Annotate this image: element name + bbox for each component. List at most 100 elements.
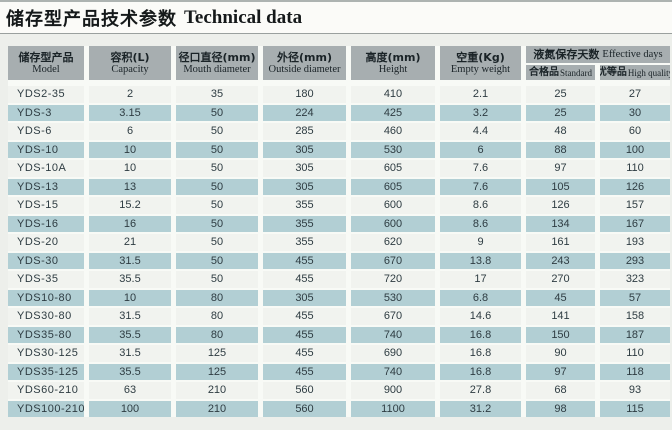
cell-capacity: 13: [89, 178, 171, 195]
cell-empty-weight: 13.8: [440, 252, 521, 269]
cell-high-quality-days: 110: [600, 160, 670, 177]
cell-standard-days: 97: [526, 160, 595, 177]
table-row: YDS35-125 35.5 125 455 740 16.8 97 118: [8, 363, 670, 380]
cell-height: 600: [351, 197, 435, 214]
cell-height: 740: [351, 326, 435, 343]
cell-high-quality-days: 323: [600, 271, 670, 288]
cell-model: YDS-10: [8, 141, 84, 158]
column-header-standard: 合格品 Standard: [526, 65, 595, 80]
column-header-capacity-en: Capacity: [111, 63, 149, 75]
cell-high-quality-days: 100: [600, 141, 670, 158]
title-bar: 储存型产品技术参数 Technical data: [0, 0, 672, 34]
table-row: YDS-20 21 50 355 620 9 161 193: [8, 234, 670, 251]
cell-empty-weight: 6.8: [440, 289, 521, 306]
cell-capacity: 63: [89, 382, 171, 399]
column-header-model-en: Model: [32, 63, 60, 75]
table-row: YDS10-80 10 80 305 530 6.8 45 57: [8, 289, 670, 306]
cell-capacity: 35.5: [89, 271, 171, 288]
cell-mouth-diameter: 50: [176, 141, 258, 158]
cell-model: YDS10-80: [8, 289, 84, 306]
cell-height: 410: [351, 86, 435, 103]
cell-height: 605: [351, 178, 435, 195]
cell-height: 600: [351, 215, 435, 232]
cell-high-quality-days: 60: [600, 123, 670, 140]
column-header-standard-zh: 合格品: [529, 67, 559, 78]
cell-standard-days: 105: [526, 178, 595, 195]
cell-outside-diameter: 560: [263, 400, 346, 417]
cell-model: YDS35-125: [8, 363, 84, 380]
cell-standard-days: 68: [526, 382, 595, 399]
cell-mouth-diameter: 50: [176, 215, 258, 232]
cell-mouth-diameter: 210: [176, 400, 258, 417]
cell-standard-days: 98: [526, 400, 595, 417]
column-group-effective-days-zh: 液氮保存天数: [533, 48, 600, 61]
cell-high-quality-days: 167: [600, 215, 670, 232]
cell-high-quality-days: 193: [600, 234, 670, 251]
column-group-effective-days-en: Effective days: [602, 48, 663, 60]
cell-empty-weight: 9: [440, 234, 521, 251]
cell-empty-weight: 27.8: [440, 382, 521, 399]
cell-standard-days: 270: [526, 271, 595, 288]
cell-high-quality-days: 93: [600, 382, 670, 399]
column-header-high-quality-zh: 优等品: [600, 67, 627, 78]
cell-model: YDS-10A: [8, 160, 84, 177]
cell-outside-diameter: 455: [263, 271, 346, 288]
cell-model: YDS-15: [8, 197, 84, 214]
cell-outside-diameter: 305: [263, 160, 346, 177]
cell-outside-diameter: 455: [263, 252, 346, 269]
cell-capacity: 10: [89, 141, 171, 158]
cell-high-quality-days: 118: [600, 363, 670, 380]
cell-outside-diameter: 180: [263, 86, 346, 103]
cell-mouth-diameter: 50: [176, 197, 258, 214]
cell-model: YDS2-35: [8, 86, 84, 103]
cell-model: YDS35-80: [8, 326, 84, 343]
cell-standard-days: 45: [526, 289, 595, 306]
cell-standard-days: 134: [526, 215, 595, 232]
cell-mouth-diameter: 35: [176, 86, 258, 103]
cell-empty-weight: 16.8: [440, 326, 521, 343]
column-header-outside-diameter-zh: 外径(mm): [277, 50, 332, 64]
cell-model: YDS-16: [8, 215, 84, 232]
table-row: YDS30-125 31.5 125 455 690 16.8 90 110: [8, 345, 670, 362]
cell-standard-days: 141: [526, 308, 595, 325]
cell-high-quality-days: 187: [600, 326, 670, 343]
cell-mouth-diameter: 80: [176, 289, 258, 306]
cell-standard-days: 25: [526, 86, 595, 103]
cell-outside-diameter: 355: [263, 215, 346, 232]
cell-empty-weight: 16.8: [440, 345, 521, 362]
table-row: YDS-10A 10 50 305 605 7.6 97 110: [8, 160, 670, 177]
table-row: YDS-10 10 50 305 530 6 88 100: [8, 141, 670, 158]
cell-model: YDS-35: [8, 271, 84, 288]
cell-mouth-diameter: 50: [176, 252, 258, 269]
cell-high-quality-days: 30: [600, 104, 670, 121]
column-header-capacity: 容积(L) Capacity: [89, 46, 171, 80]
column-header-outside-diameter: 外径(mm) Outside diameter: [263, 46, 346, 80]
column-header-mouth-diameter-en: Mouth diameter: [183, 63, 251, 75]
cell-height: 1100: [351, 400, 435, 417]
cell-mouth-diameter: 50: [176, 178, 258, 195]
cell-empty-weight: 3.2: [440, 104, 521, 121]
cell-capacity: 15.2: [89, 197, 171, 214]
table-row: YDS-3 3.15 50 224 425 3.2 25 30: [8, 104, 670, 121]
cell-height: 670: [351, 308, 435, 325]
cell-standard-days: 150: [526, 326, 595, 343]
cell-height: 900: [351, 382, 435, 399]
cell-outside-diameter: 305: [263, 178, 346, 195]
cell-high-quality-days: 27: [600, 86, 670, 103]
cell-height: 605: [351, 160, 435, 177]
column-header-capacity-zh: 容积(L): [110, 50, 150, 64]
cell-mouth-diameter: 50: [176, 123, 258, 140]
cell-model: YDS60-210: [8, 382, 84, 399]
cell-empty-weight: 17: [440, 271, 521, 288]
table-row: YDS30-80 31.5 80 455 670 14.6 141 158: [8, 308, 670, 325]
cell-standard-days: 25: [526, 104, 595, 121]
cell-empty-weight: 8.6: [440, 215, 521, 232]
cell-height: 720: [351, 271, 435, 288]
page-title-en: Technical data: [184, 6, 303, 28]
column-header-outside-diameter-en: Outside diameter: [268, 63, 341, 75]
cell-model: YDS100-210: [8, 400, 84, 417]
cell-model: YDS-13: [8, 178, 84, 195]
cell-standard-days: 126: [526, 197, 595, 214]
cell-high-quality-days: 115: [600, 400, 670, 417]
cell-standard-days: 97: [526, 363, 595, 380]
